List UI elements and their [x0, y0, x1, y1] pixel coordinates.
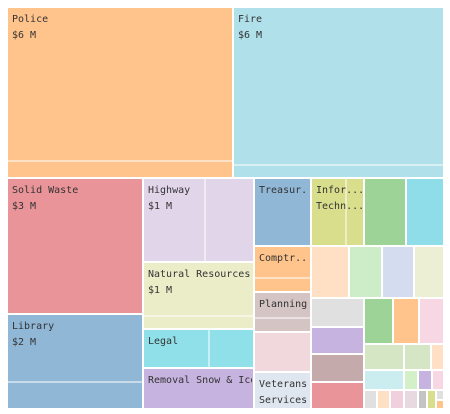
tile-name: Legal: [148, 336, 179, 347]
treemap-tile-unlabeled[interactable]: [426, 389, 437, 410]
tile-value: $3 M: [12, 201, 37, 212]
tile-label-solid-waste: Solid Waste $3 M: [12, 183, 141, 215]
treemap-tile-unlabeled[interactable]: [348, 245, 383, 299]
tile-value: $6 M: [12, 30, 37, 41]
treemap-tile-solid-waste[interactable]: [6, 177, 144, 315]
tile-name: Police: [12, 14, 49, 25]
tile-name: Planning: [259, 299, 308, 310]
tile-name: Fire: [238, 14, 263, 25]
treemap-tile-unlabeled[interactable]: [389, 389, 405, 410]
treemap-tile-unlabeled[interactable]: [363, 343, 405, 371]
tile-label-treasur: Treasur...: [259, 183, 309, 199]
tile-name: Treasur...: [259, 185, 309, 196]
treemap-tile-unlabeled[interactable]: [310, 326, 365, 355]
treemap-tile-unlabeled[interactable]: [403, 389, 419, 410]
tile-label-fire: Fire $6 M: [238, 12, 442, 44]
tile-label-comptr: Comptr...: [259, 251, 309, 267]
treemap-tile-unlabeled[interactable]: [381, 245, 415, 299]
tile-name: Infor... Techn...: [316, 185, 362, 212]
treemap-tile-unlabeled[interactable]: [418, 297, 445, 345]
treemap-tile-unlabeled[interactable]: [413, 245, 445, 299]
treemap-tile-unlabeled[interactable]: [363, 389, 378, 410]
tile-label-infor-techn: Infor... Techn...: [316, 183, 362, 215]
tile-label-highway: Highway $1 M: [148, 183, 252, 215]
treemap-tile-unlabeled[interactable]: [310, 297, 365, 328]
treemap-tile-unlabeled[interactable]: [430, 343, 445, 371]
tile-value: $6 M: [238, 30, 263, 41]
tile-label-planning: Planning: [259, 297, 309, 313]
treemap-tile-unlabeled[interactable]: [363, 369, 405, 391]
treemap-tile-police[interactable]: [6, 6, 234, 179]
treemap-tile-unlabeled[interactable]: [310, 381, 365, 410]
tile-label-police: Police $6 M: [12, 12, 231, 44]
tile-label-veterans-services: Veterans Services: [259, 377, 309, 409]
treemap-tile-unlabeled[interactable]: [403, 343, 432, 371]
treemap-tile-unlabeled[interactable]: [417, 369, 433, 391]
treemap-tile-unlabeled[interactable]: [392, 297, 420, 345]
treemap-tile-unlabeled[interactable]: [431, 369, 445, 391]
treemap-tile-unlabeled[interactable]: [363, 177, 407, 247]
treemap-tile-unlabeled[interactable]: [403, 369, 419, 391]
tile-name: Veterans Services: [259, 379, 308, 406]
treemap-tile-veterans-services[interactable]: [253, 371, 312, 410]
tile-label-removal-snow-ice: Removal Snow & Ice: [148, 373, 252, 389]
tile-label-library: Library $2 M: [12, 319, 141, 351]
treemap-tile-removal-snow-ice[interactable]: [142, 367, 255, 410]
treemap-tile-infor-techn[interactable]: [310, 177, 365, 247]
treemap-tile-unlabeled[interactable]: [376, 389, 391, 410]
tile-name: Highway: [148, 185, 191, 196]
treemap-tile-unlabeled[interactable]: [405, 177, 445, 247]
tile-name: Comptr...: [259, 253, 309, 264]
treemap-tile-unlabeled[interactable]: [363, 297, 394, 345]
treemap-tile-unlabeled[interactable]: [253, 331, 312, 373]
tile-label-legal: Legal: [148, 334, 252, 350]
tile-value: $1 M: [148, 285, 173, 296]
tile-label-natural-resources: Natural Resources $1 M: [148, 267, 252, 299]
treemap-tile-planning[interactable]: [253, 291, 312, 333]
tile-name: Library: [12, 321, 55, 332]
tile-name: Solid Waste: [12, 185, 79, 196]
treemap-tile-unlabeled[interactable]: [435, 399, 445, 410]
treemap-tile-unlabeled[interactable]: [435, 389, 445, 401]
treemap-tile-unlabeled[interactable]: [417, 389, 428, 410]
treemap-tile-unlabeled[interactable]: [310, 245, 350, 299]
tile-value: $1 M: [148, 201, 173, 212]
treemap-tile-fire[interactable]: [232, 6, 445, 179]
tile-name: Natural Resources: [148, 269, 251, 280]
treemap-tile-natural-resources[interactable]: [142, 261, 255, 330]
tile-value: $2 M: [12, 337, 37, 348]
treemap-tile-unlabeled[interactable]: [310, 353, 365, 383]
tile-name: Removal Snow & Ice: [148, 375, 252, 386]
